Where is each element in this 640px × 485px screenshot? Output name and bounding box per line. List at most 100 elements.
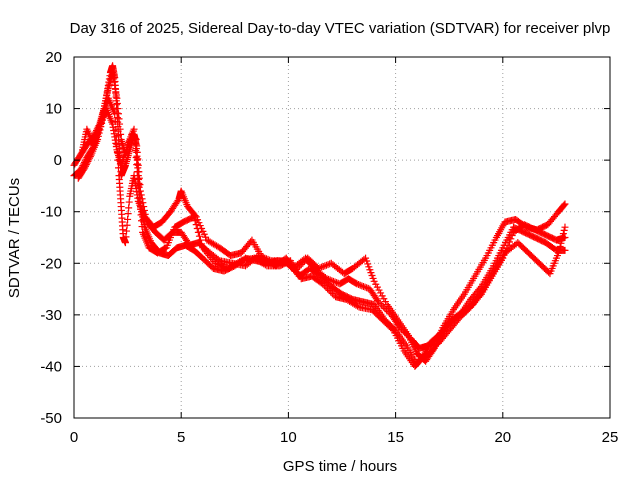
data-point bbox=[86, 154, 94, 162]
data-point bbox=[85, 156, 93, 164]
data-point bbox=[83, 159, 91, 167]
tick-labels: 0 5 10 15 20 25 -50 -40 -30 -20 -10 0 10 20 bbox=[40, 49, 618, 446]
data-point bbox=[135, 174, 143, 182]
x-tick-label: 5 bbox=[177, 429, 185, 446]
axis-ticks bbox=[73, 56, 611, 419]
data-point bbox=[555, 249, 563, 257]
data-point bbox=[561, 223, 569, 231]
data-point bbox=[297, 261, 305, 269]
data-point bbox=[316, 264, 324, 272]
data-point bbox=[359, 282, 367, 290]
data-point bbox=[322, 261, 330, 269]
data-point bbox=[216, 261, 224, 269]
y-tick-label: -50 bbox=[40, 410, 62, 427]
data-point bbox=[195, 232, 203, 240]
data-point bbox=[319, 280, 327, 288]
data-series-track-4 bbox=[79, 105, 569, 370]
data-point bbox=[556, 243, 564, 251]
data-point bbox=[388, 325, 396, 333]
y-tick-label: -20 bbox=[40, 255, 62, 272]
data-point bbox=[363, 284, 371, 292]
data-point bbox=[506, 238, 513, 246]
data-point bbox=[82, 162, 90, 170]
data-point bbox=[356, 281, 364, 289]
data-point bbox=[136, 187, 144, 195]
data-point bbox=[323, 275, 331, 283]
data-point bbox=[84, 157, 92, 165]
data-point bbox=[557, 239, 565, 247]
data-point bbox=[131, 132, 139, 140]
data-point bbox=[81, 164, 89, 172]
data-point bbox=[236, 258, 244, 266]
data-point bbox=[325, 286, 333, 294]
y-tick-label: 0 bbox=[54, 152, 62, 169]
data-point bbox=[220, 263, 228, 271]
data-point bbox=[324, 285, 332, 293]
data-point bbox=[331, 278, 339, 286]
data-point bbox=[212, 259, 220, 267]
data-point bbox=[82, 161, 90, 169]
data-point bbox=[361, 283, 369, 291]
data-point bbox=[322, 283, 330, 291]
data-point bbox=[213, 260, 221, 268]
data-point bbox=[133, 161, 141, 169]
data-point bbox=[328, 277, 336, 285]
data-point bbox=[191, 217, 199, 225]
data-point bbox=[358, 282, 366, 290]
data-point bbox=[300, 257, 308, 265]
x-tick-label: 0 bbox=[70, 429, 78, 446]
data-point bbox=[328, 290, 336, 298]
x-tick-label: 25 bbox=[602, 429, 619, 446]
data-point bbox=[134, 155, 142, 163]
data-point bbox=[325, 275, 333, 283]
data-point bbox=[374, 298, 382, 306]
data-point bbox=[353, 280, 361, 288]
data-point bbox=[215, 261, 223, 269]
data-point bbox=[559, 233, 567, 241]
y-axis-label: SDTVAR / TECUs bbox=[6, 178, 23, 298]
data-point bbox=[561, 246, 569, 254]
data-point bbox=[318, 263, 326, 271]
y-tick-label: -30 bbox=[40, 307, 62, 324]
data-point bbox=[560, 226, 568, 234]
data-point bbox=[296, 262, 304, 270]
y-tick-label: 10 bbox=[45, 101, 62, 118]
x-tick-label: 15 bbox=[387, 429, 404, 446]
data-point bbox=[261, 261, 269, 269]
data-point bbox=[319, 263, 327, 271]
plot-frame bbox=[73, 56, 611, 419]
data-point bbox=[131, 139, 139, 147]
data-point bbox=[134, 175, 142, 183]
data-point bbox=[314, 264, 322, 272]
data-point bbox=[194, 228, 202, 236]
data-point bbox=[132, 146, 140, 154]
chart-title: Day 316 of 2025, Sidereal Day-to-day VTE… bbox=[70, 20, 611, 37]
data-point bbox=[354, 302, 362, 310]
x-axis-label: GPS time / hours bbox=[283, 458, 397, 475]
data-point bbox=[132, 136, 140, 144]
data-point bbox=[508, 232, 516, 240]
data-point bbox=[130, 125, 138, 133]
data-point bbox=[326, 276, 334, 284]
y-tick-label: -40 bbox=[40, 358, 62, 375]
y-tick-label: 20 bbox=[45, 49, 62, 66]
data-point bbox=[136, 181, 144, 189]
data-point bbox=[329, 277, 337, 285]
data-point bbox=[327, 288, 335, 296]
data-point bbox=[378, 301, 386, 309]
data-point bbox=[355, 281, 363, 289]
data-point bbox=[560, 201, 568, 209]
data-point bbox=[86, 153, 94, 161]
data-point bbox=[134, 161, 142, 169]
data-point bbox=[559, 230, 567, 238]
data-point bbox=[320, 282, 328, 290]
data-point bbox=[436, 336, 444, 344]
data-point bbox=[133, 168, 141, 176]
data-point bbox=[299, 259, 307, 267]
data-point bbox=[192, 221, 200, 229]
data-point bbox=[111, 110, 119, 118]
x-tick-label: 20 bbox=[494, 429, 511, 446]
data-point bbox=[558, 236, 566, 244]
